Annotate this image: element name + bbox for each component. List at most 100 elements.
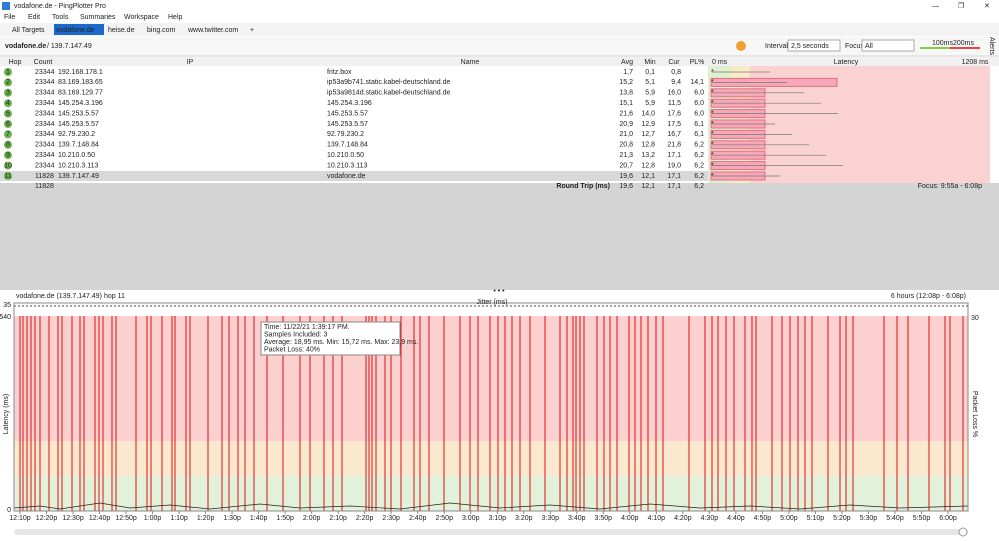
hop-number[interactable]: 6 — [6, 121, 10, 128]
cell: 17,6 — [667, 110, 681, 117]
column-header[interactable]: Count — [34, 59, 53, 66]
hop-badge — [4, 120, 12, 128]
hop-number[interactable]: 11 — [4, 173, 11, 180]
cell: 20,7 — [619, 162, 633, 169]
hop-number[interactable]: 5 — [6, 110, 10, 117]
x-tick-label: 12:40p — [89, 515, 111, 522]
hop-number[interactable]: 2 — [6, 79, 10, 86]
cell[interactable]: 145.254.3.196 — [58, 100, 103, 107]
column-header[interactable]: Cur — [668, 59, 680, 66]
cell[interactable]: 83.169.183.65 — [58, 79, 103, 86]
tab[interactable]: All Targets — [12, 27, 45, 34]
pause-button[interactable] — [736, 41, 746, 51]
column-header[interactable]: Avg — [621, 59, 633, 66]
tab[interactable]: www.twitter.com — [187, 27, 238, 34]
cell[interactable]: 145.253.5.57 — [327, 121, 368, 128]
cell[interactable]: 139.7.148.84 — [327, 142, 368, 149]
cell: 21,8 — [667, 142, 681, 149]
minimize[interactable]: — — [932, 3, 939, 10]
avg-marker: * — [711, 152, 714, 159]
cell[interactable]: vodafone.de — [327, 173, 366, 180]
cell[interactable]: 10.210.3.113 — [327, 162, 367, 169]
avg-marker: * — [711, 142, 714, 149]
zone-bad — [14, 316, 968, 441]
y-axis-label: Latency (ms) — [3, 394, 10, 434]
maximize[interactable]: ❐ — [958, 2, 964, 10]
interval-box[interactable] — [787, 39, 841, 52]
cell[interactable]: fritz.box — [327, 69, 352, 76]
cell: 6,0 — [694, 100, 704, 107]
alerts-tab[interactable]: Alerts — [988, 37, 995, 55]
close[interactable]: ✕ — [984, 3, 990, 10]
cell: 9,4 — [671, 79, 681, 86]
cell[interactable]: 139.7.148.84 — [58, 142, 99, 149]
column-header[interactable]: IP — [187, 59, 194, 66]
cell[interactable]: 192.168.178.1 — [58, 69, 103, 76]
hop-number[interactable]: 1 — [6, 69, 10, 76]
cell[interactable]: 145.253.5.57 — [58, 121, 99, 128]
hop-number[interactable]: 7 — [6, 131, 10, 138]
hop-number[interactable]: 4 — [6, 100, 10, 107]
menu-item[interactable]: Tools — [52, 14, 69, 21]
empty-area — [0, 183, 999, 290]
cell: 23344 — [35, 79, 55, 86]
tab-active — [54, 24, 104, 35]
cell[interactable]: 10.210.3.113 — [58, 162, 98, 169]
cell: 5,9 — [645, 100, 655, 107]
avg-marker: * — [711, 90, 714, 97]
menu-item[interactable]: File — [4, 14, 15, 21]
latency-max: 540 — [0, 314, 11, 321]
cell[interactable]: 10.210.0.50 — [327, 152, 364, 159]
jitter-band — [14, 303, 968, 316]
cell[interactable]: 139.7.147.49 — [58, 173, 99, 180]
add-tab[interactable]: + — [250, 27, 254, 34]
tab[interactable]: heise.de — [108, 27, 135, 34]
cell[interactable]: 92.79.230.2 — [58, 131, 95, 138]
cell[interactable]: ip53a9b741.static.kabel-deutschland.de — [327, 79, 450, 86]
x-tick-label: 5:40p — [886, 515, 904, 522]
tab[interactable]: vodafone.de — [56, 27, 95, 34]
menu-item[interactable]: Workspace — [124, 14, 159, 21]
hop-number[interactable]: 9 — [6, 152, 10, 159]
cell[interactable]: 92.79.230.2 — [327, 131, 364, 138]
cell: 17,5 — [667, 121, 681, 128]
hop-number[interactable]: 3 — [6, 90, 10, 97]
column-header[interactable]: Hop — [9, 59, 22, 66]
x-tick-label: 1:20p — [197, 515, 215, 522]
splitter[interactable]: • • • — [493, 288, 505, 295]
cell[interactable]: 83.169.129.77 — [58, 90, 103, 97]
cell: 13,2 — [641, 152, 655, 159]
cell[interactable]: 145.253.5.57 — [58, 110, 99, 117]
avg-marker: * — [711, 131, 714, 138]
hop-badge — [4, 151, 12, 160]
cell: 6,0 — [694, 110, 704, 117]
column-header[interactable]: Min — [644, 59, 655, 66]
y2-axis-label: Packet Loss % — [971, 391, 978, 437]
x-tick-label: 5:50p — [913, 515, 931, 522]
cell: 6,0 — [694, 90, 704, 97]
tab[interactable]: bing.com — [147, 27, 176, 34]
menu-item[interactable]: Help — [168, 14, 183, 21]
menu-item[interactable]: Edit — [28, 14, 40, 21]
x-tick-label: 2:20p — [356, 515, 374, 522]
column-header[interactable]: Latency — [834, 59, 859, 66]
scroll-thumb[interactable] — [958, 527, 968, 537]
menu-item[interactable]: Summaries — [80, 14, 116, 21]
column-header[interactable]: 0 ms — [712, 59, 728, 66]
scrollbar[interactable] — [14, 529, 968, 535]
hop-number[interactable]: 10 — [4, 162, 12, 169]
cell[interactable]: 145.253.5.57 — [327, 110, 368, 117]
focus-label: Focus — [845, 43, 865, 50]
hop-number[interactable]: 8 — [6, 142, 10, 149]
focus-box[interactable] — [861, 39, 915, 52]
cell[interactable]: 10.210.0.50 — [58, 152, 95, 159]
cell[interactable]: ip53a9814d.static.kabel-deutschland.de — [327, 90, 450, 97]
hop-badge — [4, 130, 12, 139]
column-header[interactable]: PL% — [690, 59, 705, 66]
column-header[interactable]: 1208 ms — [962, 59, 989, 66]
hop-badge — [4, 99, 12, 108]
cell: 21,3 — [619, 152, 633, 159]
column-header[interactable]: Name — [461, 59, 480, 66]
cell[interactable]: 145.254.3.196 — [327, 100, 372, 107]
